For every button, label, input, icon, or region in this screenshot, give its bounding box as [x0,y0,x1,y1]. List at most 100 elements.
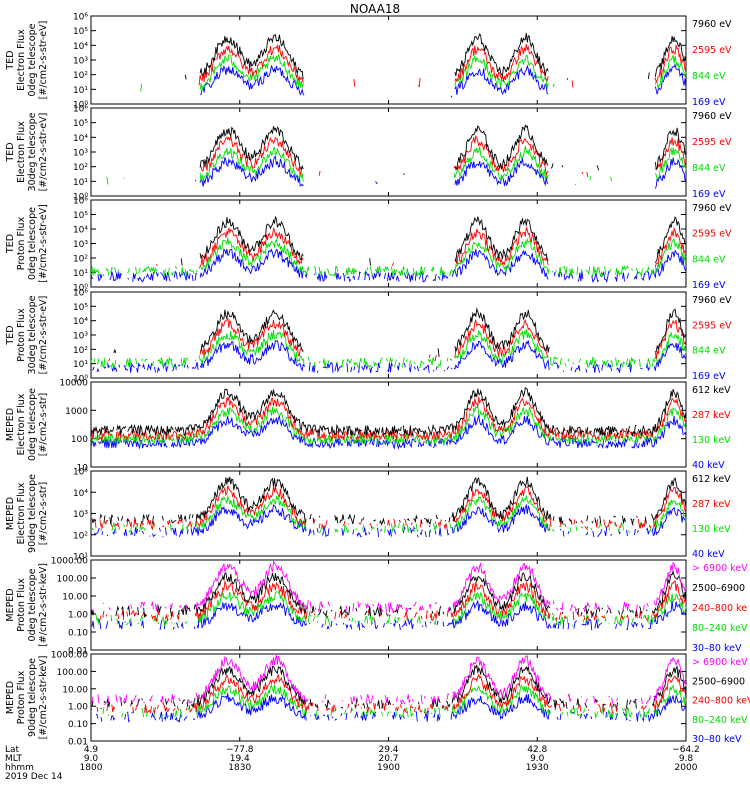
series-trace [93,485,687,530]
series-trace [113,307,687,357]
y-tick-label: 10⁵ [73,119,88,129]
series-trace [93,503,687,538]
y-tick-label: 10⁴ [73,317,88,327]
series-trace [106,145,687,186]
y-tick-label: 10² [73,163,88,173]
legend-entry: 612 keV [692,474,731,485]
legend-entry: 169 eV [692,189,726,200]
legend-entry: 7960 eV [692,203,732,214]
date-label: 2019 Dec 14 [5,772,63,782]
y-tick-label: 0.01 [68,738,88,748]
y-axis-label: Proton Flux [16,308,27,362]
y-tick-label: 10⁵ [73,468,88,478]
series-trace [194,155,687,189]
y-tick-label: 10³ [73,57,88,67]
x-row-label: MLT [5,754,23,764]
series-trace [91,339,687,373]
legend-entry: 2595 eV [692,45,732,56]
panel-7: 0.01 0.10 1.00 10.00 100.00 1000.00 MEPED Proto… [5,557,748,657]
legend-entry: 80–240 keV [692,623,748,634]
series-trace [91,579,687,622]
y-tick-label: 100 [71,435,88,445]
x-tick-label: 19.4 [230,754,250,764]
legend-entry: 844 eV [692,346,726,357]
legend-entry: 2500–6900 [692,676,745,687]
panel-frame [90,470,687,557]
x-tick-label: −77.8 [226,745,254,755]
x-tick-label: 1800 [80,763,103,773]
y-tick-label: 1000.00 [51,651,88,661]
legend-entry: 844 eV [692,163,726,174]
series-trace [91,600,687,631]
y-tick-label: 0.10 [68,720,88,730]
series-trace [91,476,687,526]
x-row-label: hhmm [5,763,34,773]
panel-4: 10⁰ 10¹ 10² 10³ 10⁴ 10⁵ 10⁶ TED Proton Flux 30deg… [5,289,732,385]
y-tick-label: 1.00 [68,611,88,621]
y-axis-label: [#/cm2-s-str] [38,393,49,456]
legend-entry: 40 keV [692,460,725,471]
y-axis-label: Electron Flux [16,393,27,455]
y-axis-label: MEPED [5,408,16,441]
panel-5: 10 100 1000 10000 MEPED Electron Flux 0deg tel… [5,379,731,474]
y-tick-label: 10³ [73,240,88,250]
y-axis-label: 30deg telescope [27,112,38,191]
legend-entry: 40 keV [692,549,725,560]
legend-entry: 612 keV [692,385,731,396]
series-trace [90,329,687,369]
y-tick-label: 10¹ [73,553,88,563]
legend-entry: 130 keV [692,435,731,446]
y-tick-label: 10⁶ [73,197,88,207]
series-trace [95,591,687,627]
y-tick-label: 10⁴ [73,134,88,144]
y-axis-label: TED [5,325,16,345]
y-axis-label: MEPED [5,588,16,621]
legend-entry: 287 keV [692,499,731,510]
y-tick-label: 10³ [73,332,88,342]
y-axis-label: [#/cm2-s-str-keV] [38,656,49,740]
series-trace [200,134,687,178]
y-tick-label: 10¹ [73,178,88,188]
x-row-label: Lat [5,745,20,755]
x-tick-label: 42.8 [527,745,547,755]
y-axis-label: 30deg telescope [27,295,38,374]
y-tick-label: 10⁰ [73,375,88,385]
legend-entry: 240–800 ke [692,603,747,614]
y-axis-label: [#/cm2-s-str-keV] [38,563,49,647]
series-trace [140,53,687,92]
y-tick-label: 10³ [73,149,88,159]
y-tick-label: 10⁰ [73,284,88,294]
y-axis-label: TED [5,234,16,254]
legend-entry: 2595 eV [692,137,732,148]
y-axis-label: MEPED [5,497,16,530]
x-tick-label: 9.0 [530,754,545,764]
legend-entry: 2595 eV [692,320,732,331]
y-tick-label: 10⁰ [73,193,88,203]
y-axis-label: [#/cm2-s-str-eV] [38,204,49,283]
y-axis-label: [#/cm2-s-str] [38,482,49,545]
legend-entry: 240–800 keV [692,696,750,707]
x-tick-label: 4.9 [84,745,99,755]
series-trace [108,317,687,362]
panel-3: 10⁰ 10¹ 10² 10³ 10⁴ 10⁵ 10⁶ TED Proton Flux 0deg … [5,197,732,294]
legend-entry: 130 keV [692,524,731,535]
x-tick-label: 29.4 [378,745,398,755]
panel-frame [90,107,687,197]
x-tick-label: 1830 [228,763,251,773]
y-tick-label: 0.10 [68,629,88,639]
y-axis-label: 0deg telescope [27,568,38,641]
y-tick-label: 10¹ [73,360,88,370]
y-tick-label: 1.00 [68,703,88,713]
x-tick-label: 20.7 [378,754,398,764]
series-trace [156,225,687,267]
y-tick-label: 10⁵ [73,211,88,221]
y-tick-label: 10⁰ [73,101,88,111]
y-axis-label: 90deg telescope [27,658,38,737]
series-trace [184,32,687,80]
legend-entry: 2595 eV [692,229,732,240]
y-axis-label: Proton Flux [16,216,27,270]
y-axis-label: TED [5,50,16,70]
legend-entry: 7960 eV [692,295,732,306]
y-tick-label: 10⁴ [73,489,88,499]
